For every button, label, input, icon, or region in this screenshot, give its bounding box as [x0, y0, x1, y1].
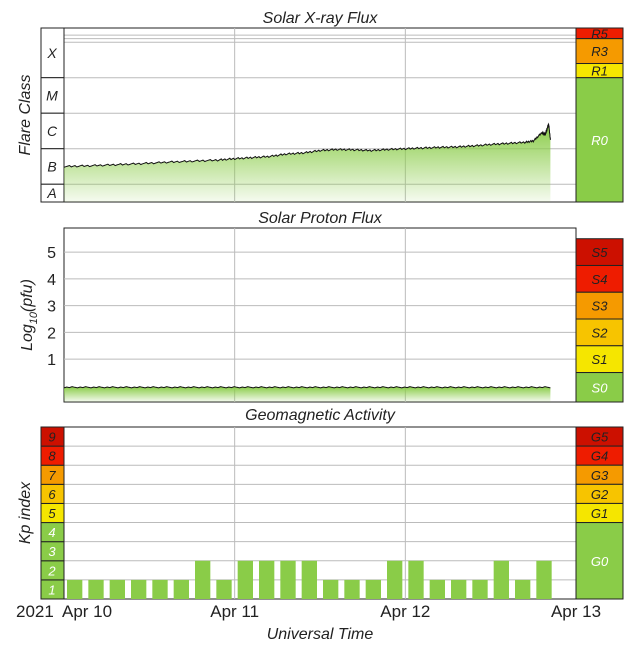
proton-flux-line — [63, 386, 551, 389]
panel-title: Geomagnetic Activity — [245, 407, 396, 424]
flare-class-axis: X M C BA — [40, 27, 65, 203]
s-scale-label: S5 — [592, 245, 609, 260]
s-scale-segment — [575, 291, 624, 320]
g-scale-label: G2 — [591, 487, 609, 502]
kp-bar — [493, 560, 509, 599]
radiation-storm-scale: S5 S4 S3 S2 S1 S0 — [575, 238, 624, 403]
kp-level-label: 4 — [48, 525, 55, 540]
x-year-label: 2021 — [16, 602, 54, 621]
flare-class-ylabel: Flare Class — [17, 75, 34, 156]
kp-bar — [237, 560, 253, 599]
x-axis: Apr 10 Apr 11 Apr 12 Apr 13 2021 Universal Ti… — [16, 602, 601, 643]
radio-blackout-scale: R5 R3 R1 R0 — [575, 26, 624, 203]
g-scale-segment — [575, 522, 624, 600]
panel-title: Solar Proton Flux — [258, 210, 383, 227]
proton-ytick-label: 5 — [47, 245, 56, 262]
kp-ylabel: Kp index — [17, 481, 34, 544]
kp-level-label: 3 — [48, 544, 56, 559]
s-scale-label: S2 — [592, 325, 609, 340]
kp-level-box — [40, 426, 65, 447]
kp-bar — [387, 560, 403, 599]
s-scale-segment — [575, 345, 624, 374]
proton-ytick-label: 2 — [47, 325, 56, 342]
s-scale-label: S1 — [592, 352, 608, 367]
s-scale-segment — [575, 318, 624, 347]
xray-flux-area — [64, 124, 551, 202]
kp-level-label: 9 — [48, 430, 55, 445]
g-scale-label: G5 — [591, 430, 609, 445]
s-scale-label: S0 — [592, 380, 609, 395]
panel-3-plot-area — [63, 426, 577, 600]
kp-bar — [109, 579, 125, 599]
s-scale-segment — [575, 372, 624, 403]
kp-bar — [216, 579, 232, 599]
kp-bar — [280, 560, 296, 599]
x-tick-label: Apr 10 — [62, 602, 112, 621]
kp-bar — [131, 579, 147, 599]
proton-ylabel-text: Log10(pfu) — [19, 279, 40, 351]
x-tick-label: Apr 11 — [210, 602, 259, 621]
g-scale-label: G3 — [591, 468, 609, 483]
kp-bar — [173, 579, 189, 599]
kp-bar — [472, 579, 488, 599]
flare-class-label: B — [47, 158, 56, 174]
kp-level-label: 1 — [48, 582, 55, 597]
r-scale-label: R1 — [591, 64, 608, 79]
r-scale-label: R5 — [591, 26, 608, 41]
proton-ytick-label: 1 — [47, 352, 56, 369]
kp-bar — [451, 579, 467, 599]
kp-bar — [323, 579, 339, 599]
kp-level-label: 7 — [48, 468, 56, 483]
s-scale-label: S3 — [592, 299, 609, 314]
kp-bar — [152, 579, 168, 599]
kp-level-axis: 1 2 3 4 5 6 7 8 9 — [40, 426, 65, 600]
kp-level-label: 8 — [48, 449, 56, 464]
flare-class-label: C — [47, 123, 58, 139]
g-scale-label: G4 — [591, 449, 608, 464]
r-scale-label: R0 — [591, 133, 608, 148]
kp-bar — [536, 560, 552, 599]
r-scale-label: R3 — [591, 44, 608, 59]
flare-class-label: X — [46, 45, 57, 61]
kp-bar — [259, 560, 275, 599]
flare-class-label: A — [46, 185, 56, 201]
panel-2-plot-area — [63, 227, 577, 403]
x-axis-title: Universal Time — [267, 626, 374, 643]
kp-level-label: 6 — [48, 487, 56, 502]
kp-bar — [67, 579, 83, 599]
proton-ylabel: Log10(pfu) — [19, 279, 40, 351]
kp-level-label: 2 — [47, 563, 56, 578]
proton-ytick-label: 3 — [47, 299, 56, 316]
kp-bar — [195, 560, 211, 599]
geomagnetic-storm-scale: G5 G4 G3 G2 G1 G0 — [575, 426, 624, 600]
xray-flux-line — [63, 122, 551, 168]
proton-ytick-label: 4 — [47, 272, 56, 289]
kp-bar — [515, 579, 531, 599]
g-scale-label: G1 — [591, 506, 608, 521]
kp-bar — [408, 560, 424, 599]
kp-bar — [429, 579, 445, 599]
g-scale-label: G0 — [591, 554, 609, 569]
kp-bar — [365, 579, 381, 599]
kp-bar — [344, 579, 360, 599]
kp-bar — [301, 560, 317, 599]
s-scale-label: S4 — [592, 272, 608, 287]
kp-bar — [88, 579, 104, 599]
x-tick-label: Apr 13 — [551, 602, 601, 621]
s-scale-segment — [575, 264, 624, 293]
kp-level-label: 5 — [48, 506, 56, 521]
proton-flux-area — [64, 386, 551, 402]
r-scale-segment — [575, 77, 624, 203]
x-tick-label: Apr 12 — [380, 602, 430, 621]
flare-class-label: M — [46, 87, 58, 103]
panel-title: Solar X-ray Flux — [263, 10, 379, 27]
